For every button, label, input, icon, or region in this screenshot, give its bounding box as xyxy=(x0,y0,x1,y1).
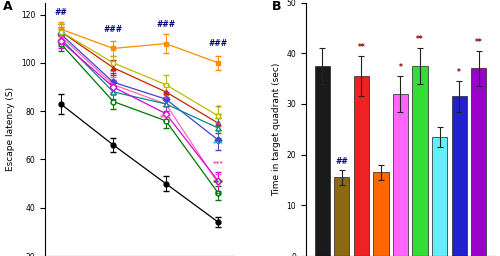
Text: ###: ### xyxy=(156,20,176,29)
Text: A: A xyxy=(4,0,13,13)
Text: **: ** xyxy=(214,122,222,128)
Text: **: ** xyxy=(358,43,365,52)
Text: ***: *** xyxy=(213,161,224,167)
Bar xyxy=(314,66,330,256)
Text: ###: ### xyxy=(209,39,228,48)
Bar xyxy=(471,68,486,256)
Text: **: ** xyxy=(214,192,222,198)
Y-axis label: Escape latency (S): Escape latency (S) xyxy=(6,87,15,171)
Bar xyxy=(452,96,467,256)
Text: ###: ### xyxy=(104,25,123,34)
Text: *: * xyxy=(398,63,402,72)
Bar xyxy=(334,177,349,256)
Text: ***: *** xyxy=(213,180,224,186)
Text: ***: *** xyxy=(213,141,224,147)
Bar xyxy=(432,137,448,256)
Text: ##: ## xyxy=(336,157,348,166)
Text: ##: ## xyxy=(54,8,67,17)
Text: **: ** xyxy=(475,38,482,47)
Text: *: * xyxy=(216,105,220,111)
Text: **: ** xyxy=(416,35,424,44)
Bar xyxy=(393,94,408,256)
Bar xyxy=(412,66,428,256)
Y-axis label: Time in target quadrant (sec): Time in target quadrant (sec) xyxy=(272,63,281,196)
Text: *: * xyxy=(458,68,461,77)
Bar xyxy=(374,172,388,256)
Bar xyxy=(354,76,369,256)
Text: *: * xyxy=(164,95,168,102)
Text: ***: *** xyxy=(160,115,171,121)
Text: B: B xyxy=(272,0,281,13)
